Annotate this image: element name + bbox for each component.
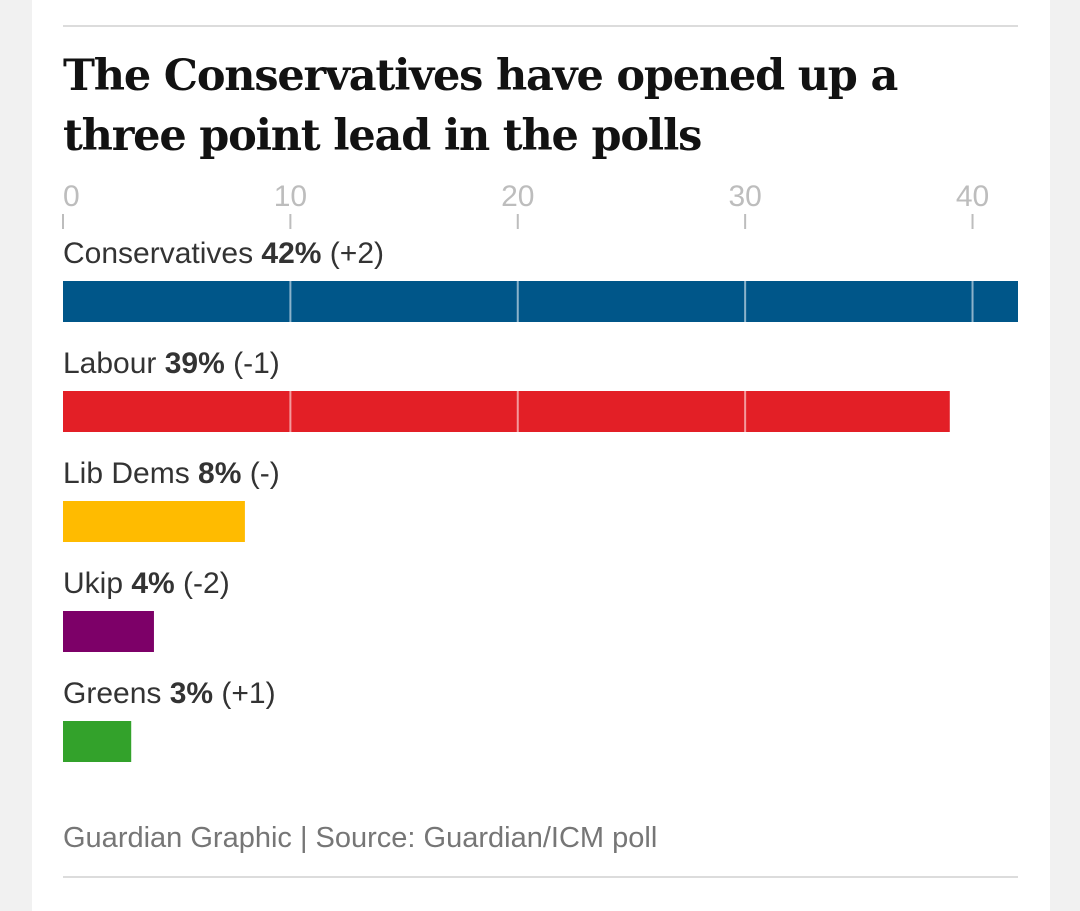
axis-tick-label: 40 [956,180,989,213]
bar-category: Conservatives [63,237,261,270]
bar-value-label: 3% [170,677,213,710]
bar [63,391,950,432]
bar-value-label: 8% [198,457,241,490]
top-divider [63,25,1018,27]
bar [63,611,154,652]
bottom-divider [63,876,1018,878]
bar [63,721,132,762]
axis-tick-label: 30 [728,180,761,213]
bar-category: Ukip [63,567,131,600]
bar-category: Labour [63,347,165,380]
chart-card [32,0,1050,911]
chart-title: The Conservatives have opened up a three… [63,51,898,161]
bar-change-label: (-2) [175,567,230,600]
bar-value-label: 4% [131,567,174,600]
axis-tick-label: 20 [501,180,534,213]
source-credit: Guardian Graphic | Source: Guardian/ICM … [63,822,658,854]
bar [63,281,1018,322]
bar-label: Labour 39% (-1) [63,347,280,380]
bar-change-label: (-) [241,457,279,490]
bar [63,501,245,542]
bar-label: Conservatives 42% (+2) [63,237,384,270]
bar-label: Lib Dems 8% (-) [63,457,280,490]
bar-value-label: 39% [165,347,225,380]
bar-label: Ukip 4% (-2) [63,567,230,600]
bar-category: Lib Dems [63,457,198,490]
axis-tick-label: 10 [274,180,307,213]
bar-category: Greens [63,677,170,710]
bar-label: Greens 3% (+1) [63,677,276,710]
bar-change-label: (-1) [225,347,280,380]
axis-tick-label: 0 [63,180,80,213]
bar-change-label: (+2) [321,237,384,270]
bar-change-label: (+1) [213,677,276,710]
bar-value-label: 42% [261,237,321,270]
